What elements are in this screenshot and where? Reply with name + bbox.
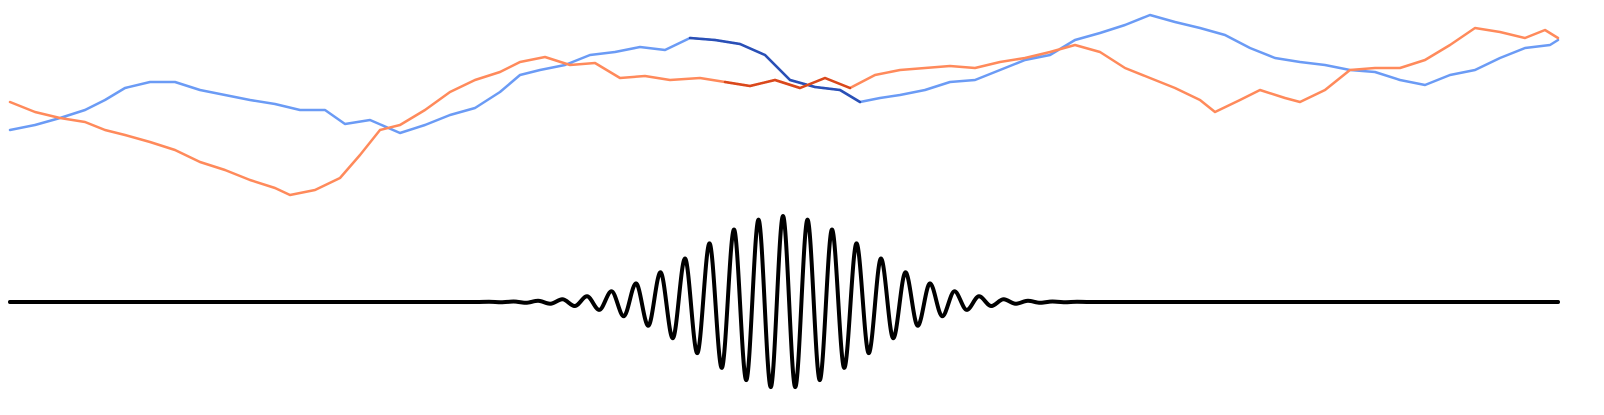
wave-line bbox=[8, 214, 1560, 390]
highlight-line bbox=[688, 36, 862, 104]
series-line bbox=[8, 26, 1560, 197]
highlight-line bbox=[723, 76, 852, 90]
